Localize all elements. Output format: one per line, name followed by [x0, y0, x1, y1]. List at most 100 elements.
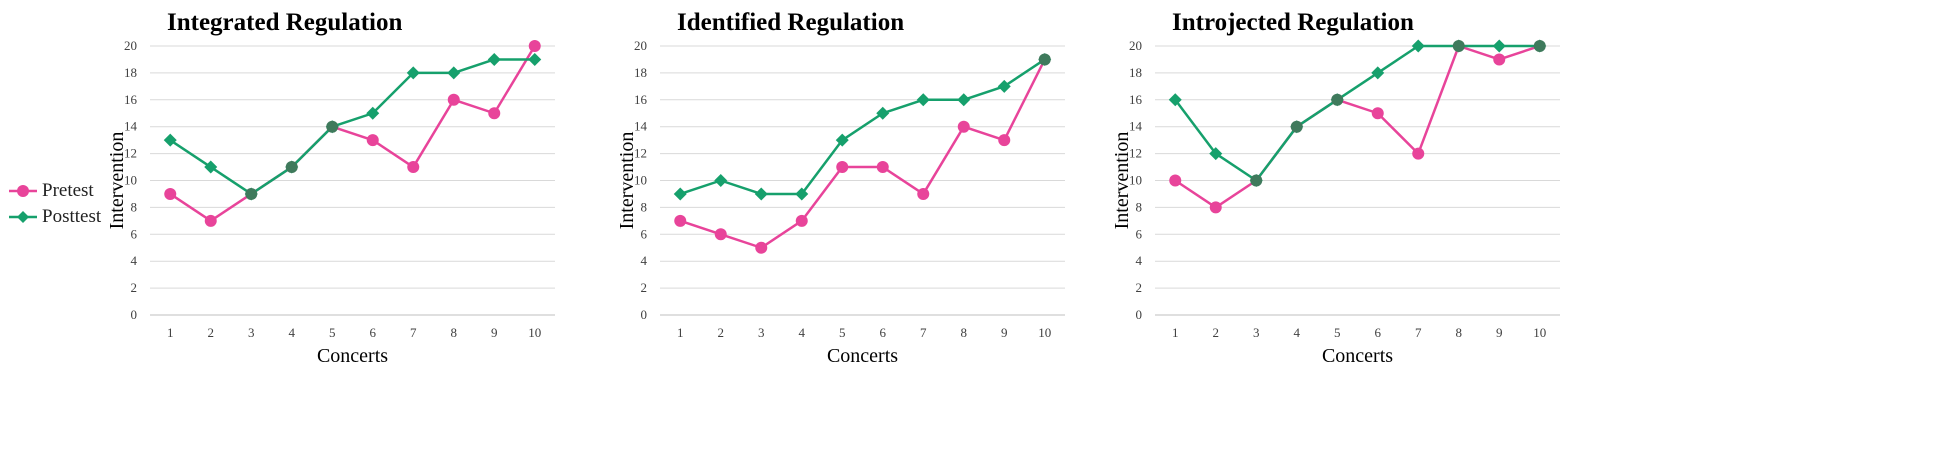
data-point-pretest — [1331, 93, 1344, 106]
legend-item-pretest: Pretest — [8, 180, 94, 202]
y-tick-label: 14 — [124, 119, 138, 134]
x-tick-label: 2 — [718, 325, 725, 340]
x-tick-label: 8 — [1456, 325, 1463, 340]
x-tick-label: 1 — [167, 325, 174, 340]
data-point-pretest — [326, 120, 339, 133]
series-line-pretest — [169, 45, 536, 223]
data-point-pretest — [447, 93, 460, 106]
data-point-posttest — [204, 160, 218, 174]
x-tick-label: 3 — [758, 325, 765, 340]
series-line-pretest — [1174, 44, 1541, 209]
x-tick-label: 9 — [491, 325, 498, 340]
data-point-pretest — [1169, 174, 1182, 187]
x-tick-label: 2 — [208, 325, 215, 340]
data-point-pretest — [488, 107, 501, 120]
y-tick-label: 20 — [634, 38, 647, 53]
data-point-pretest — [876, 161, 889, 174]
y-tick-label: 6 — [641, 226, 648, 241]
x-tick-label: 3 — [248, 325, 255, 340]
y-axis-label: Intervention — [106, 132, 128, 230]
y-tick-label: 8 — [1136, 199, 1143, 214]
chart-title: Integrated Regulation — [167, 9, 402, 36]
data-point-pretest — [528, 40, 541, 52]
data-point-posttest — [528, 52, 542, 66]
data-point-posttest — [754, 187, 768, 201]
y-tick-label: 0 — [131, 307, 138, 322]
x-tick-label: 8 — [961, 325, 968, 340]
series-line-posttest — [679, 58, 1046, 196]
legend-marker-pretest — [9, 185, 37, 197]
data-point-posttest — [835, 133, 849, 147]
y-tick-label: 6 — [1136, 226, 1143, 241]
data-point-pretest — [164, 187, 177, 200]
data-point-posttest — [1168, 93, 1182, 107]
series-line-pretest — [679, 58, 1046, 249]
x-tick-label: 9 — [1496, 325, 1503, 340]
data-point-pretest — [366, 134, 379, 147]
x-axis-label: Concerts — [317, 345, 388, 367]
x-axis-label: Concerts — [1322, 345, 1393, 367]
data-point-pretest — [836, 161, 849, 174]
y-tick-label: 4 — [131, 253, 138, 268]
x-tick-label: 1 — [1172, 325, 1179, 340]
x-tick-label: 7 — [920, 325, 927, 340]
y-tick-label: 18 — [124, 65, 137, 80]
data-point-pretest — [957, 120, 970, 133]
data-point-pretest — [1250, 174, 1263, 187]
x-tick-label: 10 — [528, 325, 541, 340]
y-tick-label: 2 — [1136, 280, 1143, 295]
chart-title: Introjected Regulation — [1172, 9, 1414, 36]
y-tick-label: 0 — [1136, 307, 1143, 322]
data-point-posttest — [673, 187, 687, 201]
x-tick-label: 10 — [1038, 325, 1051, 340]
series-line-posttest — [169, 58, 535, 196]
x-tick-label: 9 — [1001, 325, 1008, 340]
y-tick-label: 8 — [131, 199, 138, 214]
data-point-posttest — [1371, 66, 1385, 80]
data-point-pretest — [1209, 201, 1222, 214]
y-tick-label: 16 — [634, 92, 648, 107]
x-tick-label: 2 — [1213, 325, 1220, 340]
data-point-pretest — [1493, 53, 1506, 66]
data-point-pretest — [1533, 40, 1546, 52]
data-point-pretest — [795, 214, 808, 227]
x-tick-label: 5 — [839, 325, 846, 340]
y-tick-label: 10 — [124, 173, 137, 188]
y-tick-label: 14 — [634, 119, 648, 134]
data-point-posttest — [1492, 39, 1506, 53]
data-point-posttest — [957, 93, 971, 107]
x-tick-label: 10 — [1533, 325, 1546, 340]
y-tick-label: 12 — [124, 146, 137, 161]
data-point-posttest — [1411, 39, 1425, 53]
x-tick-label: 7 — [410, 325, 417, 340]
x-tick-label: 6 — [1375, 325, 1382, 340]
y-tick-label: 10 — [1129, 173, 1142, 188]
y-tick-label: 20 — [1129, 38, 1142, 53]
data-point-posttest — [406, 66, 420, 80]
x-tick-label: 6 — [880, 325, 887, 340]
data-point-posttest — [997, 79, 1011, 93]
data-point-pretest — [1371, 107, 1384, 120]
data-point-posttest — [795, 187, 809, 201]
data-point-pretest — [204, 214, 217, 227]
x-tick-label: 4 — [289, 325, 296, 340]
x-tick-label: 4 — [799, 325, 806, 340]
data-point-pretest — [285, 161, 298, 174]
data-point-pretest — [1452, 40, 1465, 52]
data-point-pretest — [1038, 53, 1051, 66]
data-point-pretest — [714, 228, 727, 241]
data-point-posttest — [916, 93, 930, 107]
series-line-posttest — [1174, 44, 1540, 182]
y-tick-label: 12 — [634, 146, 647, 161]
x-tick-label: 7 — [1415, 325, 1422, 340]
chart-title: Identified Regulation — [677, 9, 904, 36]
y-tick-label: 18 — [634, 65, 647, 80]
chart-introjected-regulation: Introjected Regulation024681012141618201… — [1111, 9, 1560, 367]
legend-marker-posttest — [9, 211, 37, 223]
data-point-posttest — [714, 174, 728, 187]
y-tick-label: 0 — [641, 307, 648, 322]
data-point-posttest — [487, 52, 501, 66]
